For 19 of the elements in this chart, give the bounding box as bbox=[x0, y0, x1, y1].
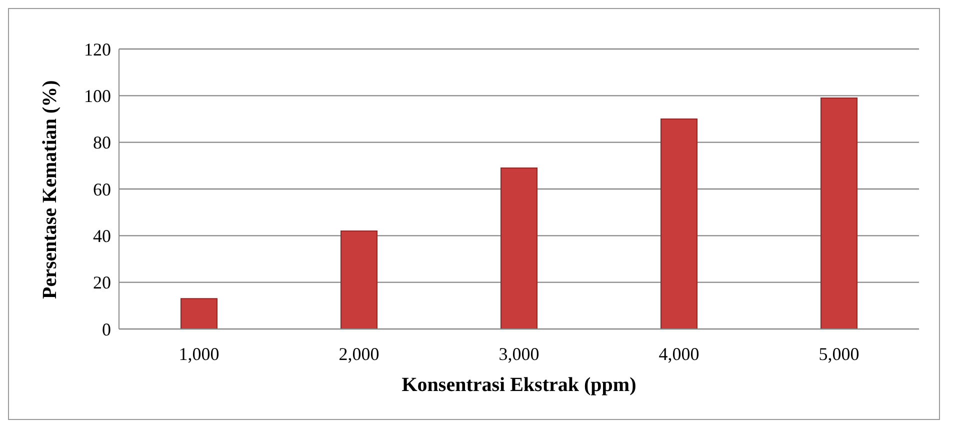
y-axis-title: Persentase Kematian (%) bbox=[39, 80, 62, 299]
y-tick-label: 0 bbox=[102, 319, 111, 340]
y-tick-label: 60 bbox=[93, 179, 111, 200]
x-tick-label: 2,000 bbox=[338, 344, 380, 364]
y-tick-label: 80 bbox=[93, 132, 111, 153]
x-tick-label: 1,000 bbox=[178, 344, 220, 364]
bar bbox=[660, 118, 698, 329]
bar bbox=[500, 168, 538, 329]
y-tick-label: 120 bbox=[84, 39, 111, 60]
y-tick-label: 20 bbox=[93, 272, 111, 293]
y-tick-label: 40 bbox=[93, 226, 111, 246]
x-tick-label: 3,000 bbox=[498, 344, 540, 364]
y-tick-label: 100 bbox=[84, 86, 111, 106]
x-tick-label: 4,000 bbox=[658, 344, 700, 364]
x-tick-label: 5,000 bbox=[818, 344, 860, 364]
bar bbox=[180, 298, 218, 329]
bar bbox=[340, 230, 378, 329]
bar bbox=[820, 98, 858, 329]
x-axis-title: Konsentrasi Ekstrak (ppm) bbox=[402, 374, 636, 396]
